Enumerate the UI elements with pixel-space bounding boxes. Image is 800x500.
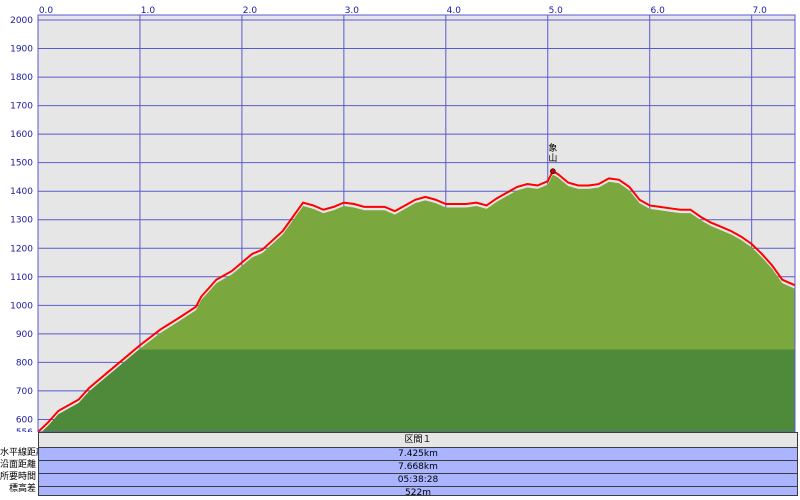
y-tick-label: 1800: [10, 73, 33, 83]
y-tick-label: 1000: [10, 301, 33, 311]
y-tick-label: 800: [16, 358, 33, 368]
y-tick-label: 1700: [10, 102, 33, 112]
y-tick-label: 1200: [10, 244, 33, 254]
y-tick-label: 1600: [10, 130, 33, 140]
elevation-line: [37, 169, 796, 432]
y-tick-label: 1400: [10, 187, 33, 197]
y-tick-label: 1900: [10, 45, 33, 55]
x-tick-label: 5.0: [549, 6, 564, 16]
y-tick-label: 1300: [10, 216, 33, 226]
elevation-chart: 象山 0.0 1.0 2.0 3.0 4.0 5.0 6.0 7.0 2000 1900 1800…: [10, 6, 796, 432]
summary-header: 区間１: [39, 433, 797, 448]
y-tick-label: 900: [16, 330, 33, 340]
terrain-lower: [38, 349, 795, 432]
terrain-area: [38, 174, 795, 432]
x-tick-label: 1.0: [141, 6, 156, 16]
x-tick-labels: 0.0 1.0 2.0 3.0 4.0 5.0 6.0 7.0: [39, 6, 767, 16]
y-tick-label: 600: [16, 415, 33, 425]
summit-label-char: 山: [548, 153, 557, 164]
summary-label: 水平線距離: [0, 448, 38, 458]
summit-dot: [550, 168, 556, 175]
y-tick-label: 2000: [10, 16, 33, 26]
y-tick-label: 700: [16, 387, 33, 397]
plot-border: [37, 14, 796, 432]
x-tick-label: 3.0: [345, 6, 360, 16]
summary-value: 7.425km: [39, 448, 797, 461]
y-tick-label: 1500: [10, 159, 33, 169]
x-tick-label: 4.0: [447, 6, 462, 16]
summit-marker: 象山: [548, 142, 557, 175]
y-tick-label: 1100: [10, 273, 33, 283]
summit-label-char: 象: [548, 142, 557, 154]
y-tick-label: 556: [16, 428, 33, 432]
x-tick-label: 0.0: [39, 6, 54, 16]
summary-label: 標高差: [8, 484, 36, 494]
x-tick-label: 6.0: [651, 6, 666, 16]
x-tick-label: 7.0: [753, 6, 768, 16]
summary-table: 区間１ 7.425km 7.668km 05:38:28 522m: [38, 432, 798, 498]
summary-value: 7.668km: [39, 461, 797, 474]
summary-row-labels: 水平線距離 沿面距離 所要時間 標高差: [0, 447, 38, 495]
elevation-polyline: [37, 169, 796, 432]
summary-label: 沿面距離: [0, 460, 37, 470]
summary-value: 05:38:28: [39, 474, 797, 487]
summary-value: 522m: [405, 488, 431, 498]
summary-label: 所要時間: [0, 472, 37, 482]
y-tick-labels: 2000 1900 1800 1700 1600 1500 1400 1300 1200 1100…: [10, 16, 33, 432]
x-tick-label: 2.0: [243, 6, 258, 16]
